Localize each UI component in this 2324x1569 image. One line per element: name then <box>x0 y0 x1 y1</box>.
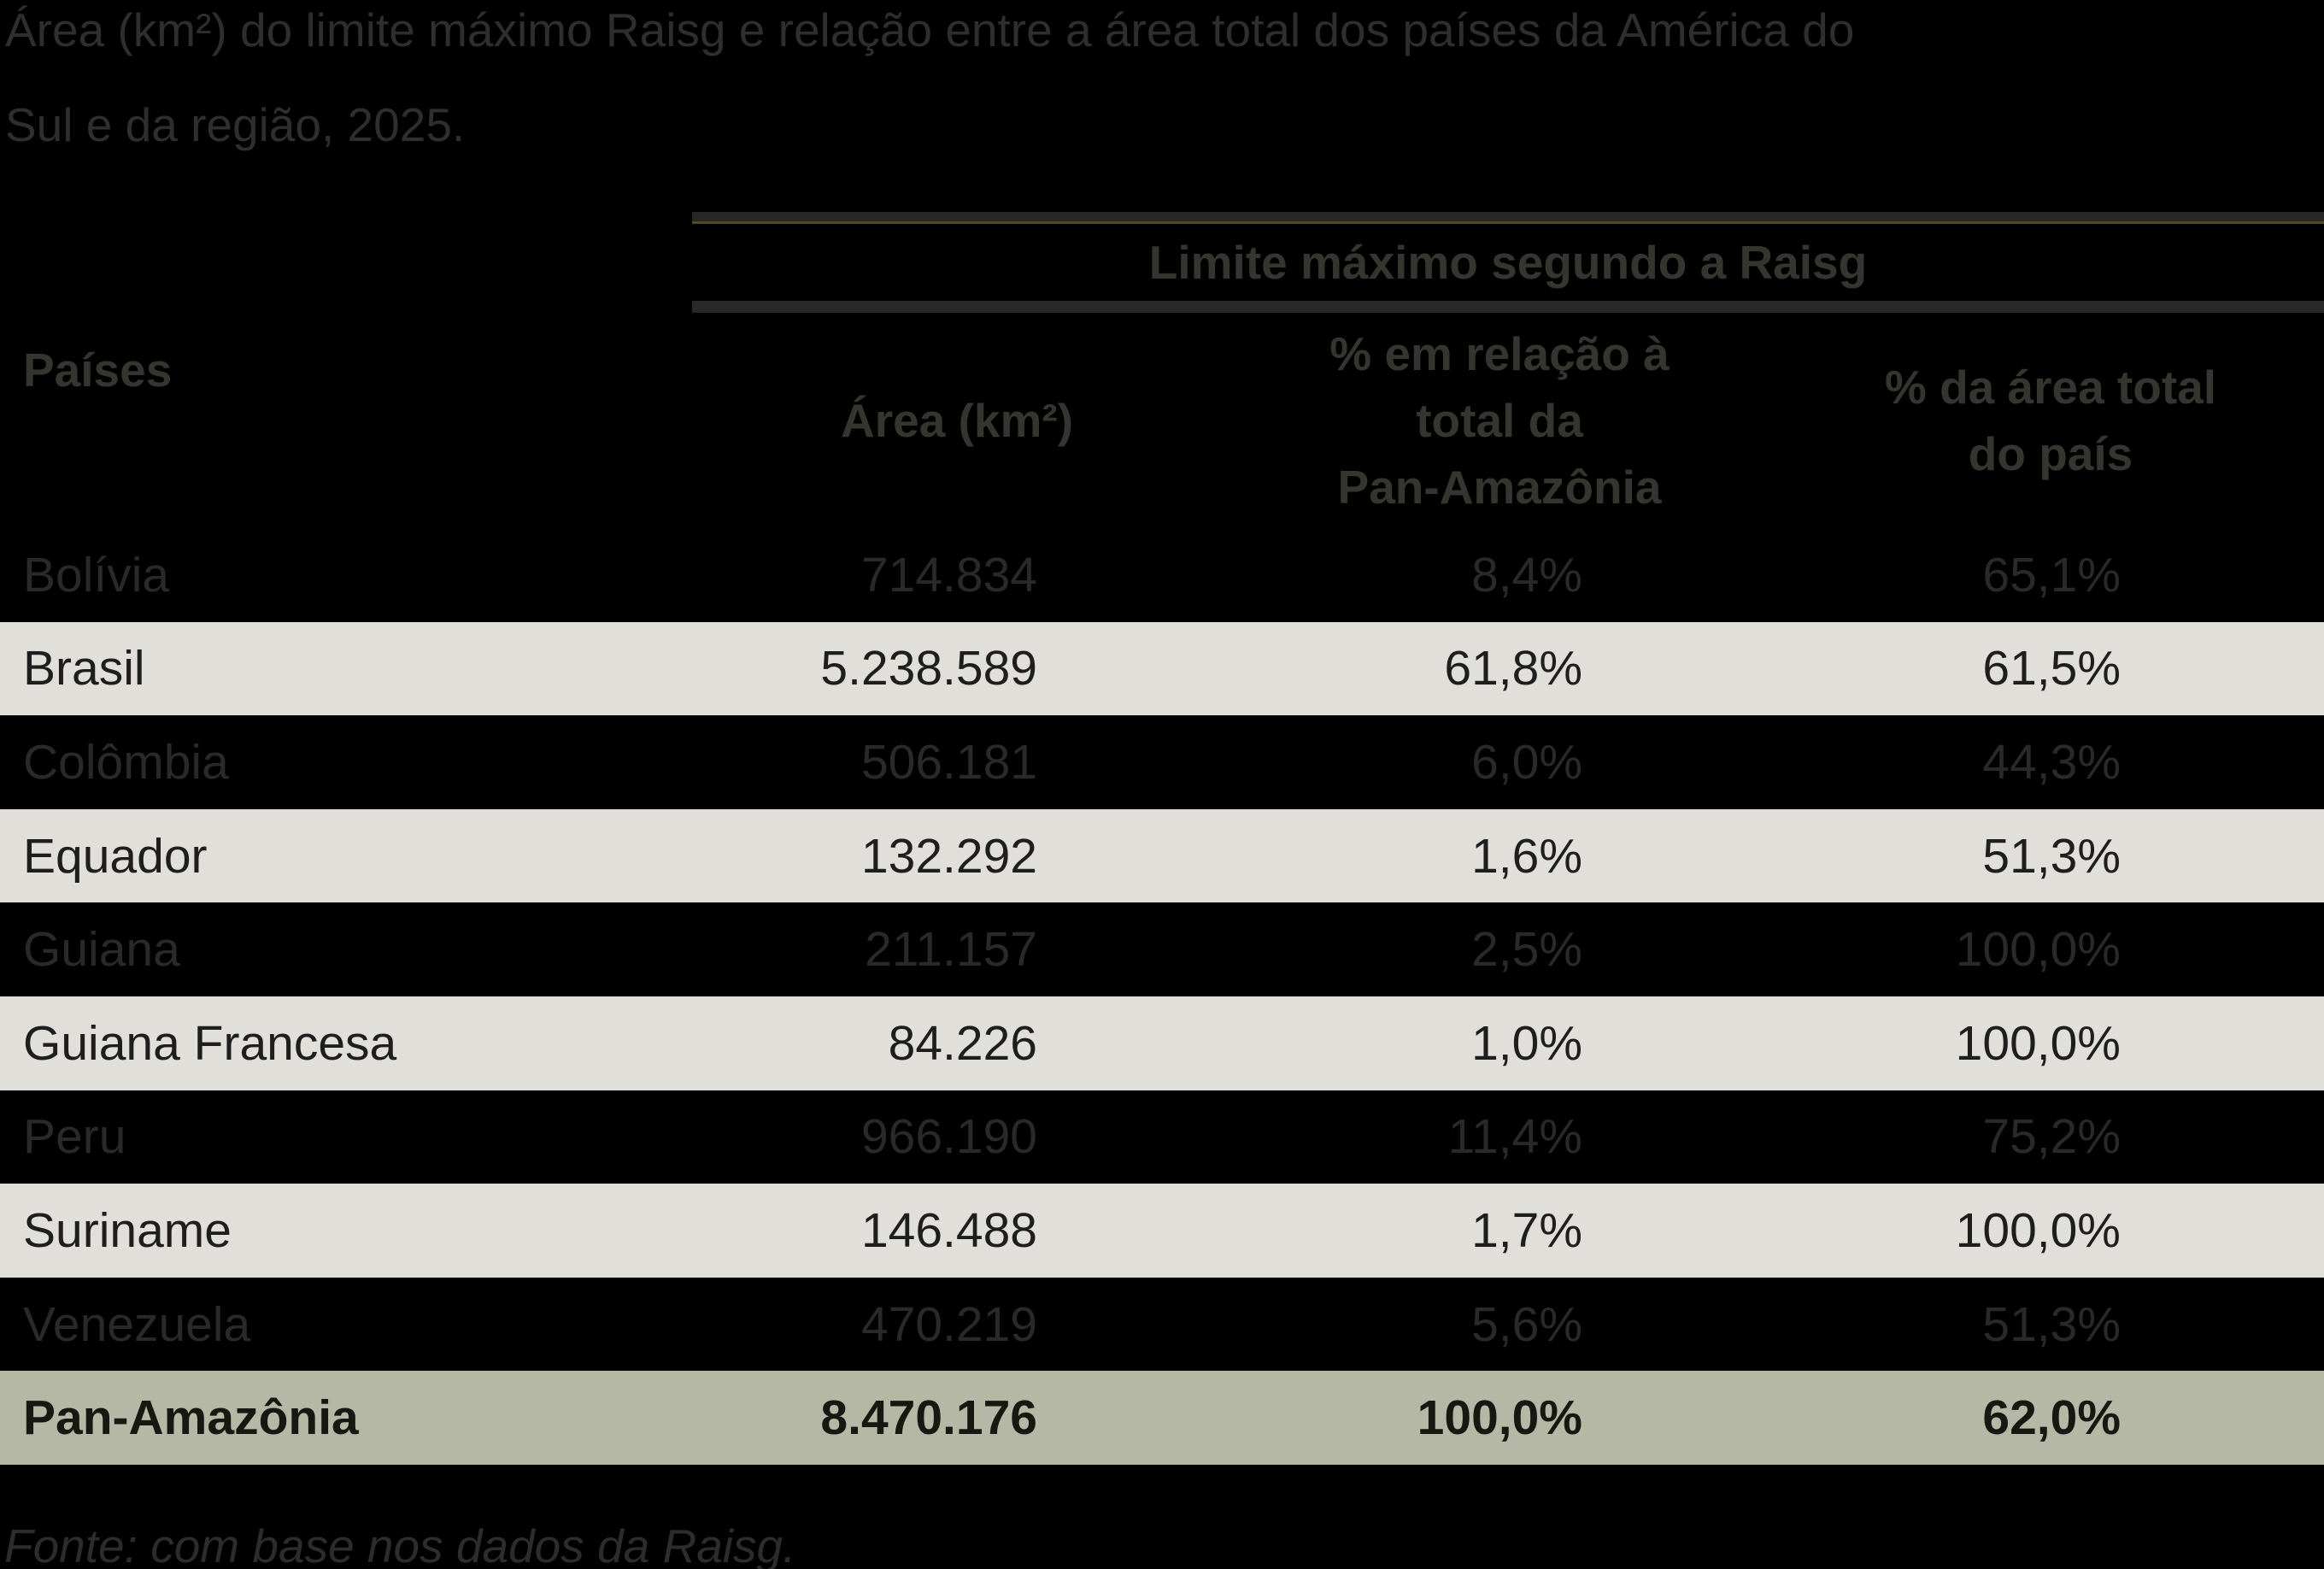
country-cell: Brasil <box>23 641 145 696</box>
column-header-pct-pan: % em relação à total da Pan-Amazônia <box>1329 327 1670 514</box>
table-row: Suriname 146.488 1,7% 100,0% <box>0 1184 2324 1278</box>
pct-country-cell: 75,2% <box>1982 1109 2121 1165</box>
area-cell: 470.219 <box>860 1296 1037 1352</box>
pct-pan-cell: 1,0% <box>1471 1015 1582 1071</box>
table-row: Guiana 211.157 2,5% 100,0% <box>0 902 2324 996</box>
table-row: Bolívia 714.834 8,4% 65,1% <box>0 528 2324 622</box>
pct-country-cell: 61,5% <box>1982 641 2121 696</box>
table-row: Colômbia 506.181 6,0% 44,3% <box>0 715 2324 809</box>
area-cell: 132.292 <box>860 828 1037 884</box>
pct-pan-cell: 61,8% <box>1444 641 1582 696</box>
area-cell: 966.190 <box>860 1109 1037 1165</box>
area-cell: 714.834 <box>860 547 1037 602</box>
table-row: Equador 132.292 1,6% 51,3% <box>0 808 2324 903</box>
pct-pan-cell: 11,4% <box>1447 1109 1582 1165</box>
country-cell: Peru <box>23 1109 126 1165</box>
pct-country-cell: 51,3% <box>1982 1296 2121 1352</box>
area-cell: 146.488 <box>860 1202 1037 1258</box>
pct-pan-cell: 2,5% <box>1471 922 1582 978</box>
country-cell: Suriname <box>23 1202 232 1258</box>
group-header-band: Limite máximo segundo a Raisg <box>692 212 2324 313</box>
area-cell: 5.238.589 <box>820 641 1037 696</box>
pct-country-cell: 100,0% <box>1955 1202 2121 1258</box>
pct-country-cell: 65,1% <box>1982 547 2121 602</box>
table-row: Guiana Francesa 84.226 1,0% 100,0% <box>0 996 2324 1090</box>
total-pct-country-cell: 62,0% <box>1982 1390 2121 1446</box>
column-header-area: Área (km²) <box>840 394 1074 447</box>
source-note: Fonte: com base nos dados da Raisg. <box>4 1519 796 1569</box>
group-header-cell: Limite máximo segundo a Raisg <box>692 212 2324 313</box>
column-header-countries: Países <box>23 344 173 397</box>
country-cell: Guiana <box>23 922 180 978</box>
mid-rule <box>692 301 2324 313</box>
table-title: Área (km²) do limite máximo Raisg e rela… <box>5 3 1855 151</box>
total-row: Pan-Amazônia 8.470.176 100,0% 62,0% <box>0 1371 2324 1465</box>
total-pct-pan-cell: 100,0% <box>1417 1390 1582 1446</box>
pct-pan-cell: 6,0% <box>1471 734 1582 790</box>
raisg-area-table: Países Limite máximo segundo a Raisg Áre… <box>0 212 2324 1465</box>
top-rule <box>692 212 2324 224</box>
country-cell: Bolívia <box>23 547 170 602</box>
total-area-cell: 8.470.176 <box>820 1390 1037 1446</box>
area-cell: 506.181 <box>860 734 1037 790</box>
pct-country-cell: 44,3% <box>1982 734 2121 790</box>
column-header-pct-country: % da área total do país <box>1884 361 2217 480</box>
table-body: Bolívia 714.834 8,4% 65,1% Brasil 5.238.… <box>0 528 2324 1465</box>
pct-pan-cell: 5,6% <box>1471 1296 1582 1352</box>
pct-pan-cell: 1,6% <box>1471 828 1582 884</box>
group-header-label: Limite máximo segundo a Raisg <box>1148 236 1868 289</box>
pct-country-cell: 100,0% <box>1955 1015 2121 1071</box>
country-cell: Guiana Francesa <box>23 1015 397 1071</box>
pct-country-cell: 51,3% <box>1982 828 2121 884</box>
table-header: Países Limite máximo segundo a Raisg Áre… <box>0 212 2324 528</box>
pct-country-cell: 100,0% <box>1955 922 2121 978</box>
group-header-row: Países Limite máximo segundo a Raisg <box>0 212 2324 397</box>
table-row: Venezuela 470.219 5,6% 51,3% <box>0 1278 2324 1372</box>
pct-pan-cell: 8,4% <box>1471 547 1582 602</box>
column-header-row: Área (km²) % em relação à total da Pan-A… <box>0 313 2324 528</box>
country-cell: Venezuela <box>23 1296 251 1352</box>
table-row: Brasil 5.238.589 61,8% 61,5% <box>0 621 2324 716</box>
area-cell: 211.157 <box>865 922 1037 978</box>
total-name-cell: Pan-Amazônia <box>23 1390 359 1446</box>
pct-pan-cell: 1,7% <box>1471 1202 1582 1258</box>
country-cell: Equador <box>23 828 208 884</box>
table-row: Peru 966.190 11,4% 75,2% <box>0 1090 2324 1184</box>
area-cell: 84.226 <box>888 1015 1037 1071</box>
country-cell: Colômbia <box>23 734 229 790</box>
